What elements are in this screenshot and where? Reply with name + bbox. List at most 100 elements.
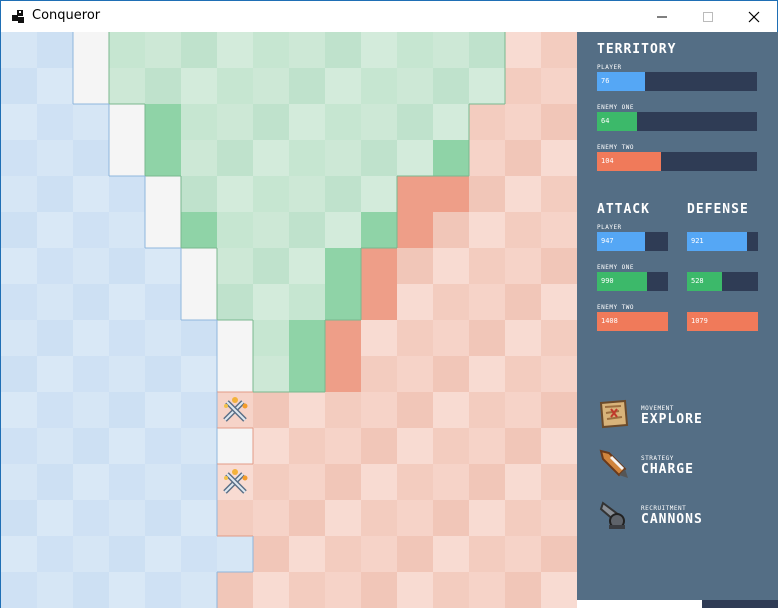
board-cell[interactable]: [37, 68, 73, 104]
board-cell[interactable]: [109, 176, 145, 212]
board-cell[interactable]: [541, 248, 577, 284]
board-cell[interactable]: [145, 176, 181, 212]
board-cell[interactable]: [469, 428, 505, 464]
board-cell[interactable]: [109, 320, 145, 356]
board-cell[interactable]: [541, 392, 577, 428]
board-cell[interactable]: [37, 176, 73, 212]
board-cell[interactable]: [37, 212, 73, 248]
board-cell[interactable]: [289, 32, 325, 68]
board-cell[interactable]: [325, 320, 361, 356]
board-cell[interactable]: [361, 212, 397, 248]
board-cell[interactable]: [289, 392, 325, 428]
board-cell[interactable]: [289, 500, 325, 536]
board-cell[interactable]: [505, 536, 541, 572]
board-cell[interactable]: [469, 68, 505, 104]
board-cell[interactable]: [325, 500, 361, 536]
board-cell[interactable]: [289, 68, 325, 104]
board-cell[interactable]: [145, 572, 181, 608]
board-cell[interactable]: [289, 176, 325, 212]
board-cell[interactable]: [325, 140, 361, 176]
board-cell[interactable]: [109, 32, 145, 68]
board-cell[interactable]: [433, 536, 469, 572]
board-cell[interactable]: [289, 140, 325, 176]
board-cell[interactable]: [397, 572, 433, 608]
board-cell[interactable]: [181, 104, 217, 140]
board-cell[interactable]: [145, 140, 181, 176]
board-cell[interactable]: [469, 536, 505, 572]
board-cell[interactable]: [1, 32, 37, 68]
board-cell[interactable]: [109, 428, 145, 464]
board-cell[interactable]: [397, 428, 433, 464]
board-cell[interactable]: [181, 572, 217, 608]
board-cell[interactable]: [37, 572, 73, 608]
board-cell[interactable]: [109, 284, 145, 320]
board-cell[interactable]: [37, 536, 73, 572]
board-cell[interactable]: [253, 536, 289, 572]
board-cell[interactable]: [397, 464, 433, 500]
board-cell[interactable]: [181, 176, 217, 212]
board-cell[interactable]: [361, 248, 397, 284]
board-cell[interactable]: [433, 428, 469, 464]
board-cell[interactable]: [325, 428, 361, 464]
board-cell[interactable]: [217, 320, 253, 356]
board-cell[interactable]: [505, 176, 541, 212]
board-cell[interactable]: [253, 140, 289, 176]
board-cell[interactable]: [1, 500, 37, 536]
board-cell[interactable]: [541, 356, 577, 392]
board-cell[interactable]: [253, 248, 289, 284]
board-cell[interactable]: [73, 140, 109, 176]
board-cell[interactable]: [181, 68, 217, 104]
crossed-swords-icon[interactable]: [223, 397, 248, 422]
board-cell[interactable]: [397, 68, 433, 104]
board-cell[interactable]: [217, 284, 253, 320]
board-cell[interactable]: [289, 536, 325, 572]
board-cell[interactable]: [253, 320, 289, 356]
board-cell[interactable]: [1, 428, 37, 464]
board-cell[interactable]: [181, 428, 217, 464]
board-cell[interactable]: [361, 320, 397, 356]
board-cell[interactable]: [397, 32, 433, 68]
board-cell[interactable]: [253, 392, 289, 428]
board-cell[interactable]: [217, 428, 253, 464]
game-board[interactable]: [1, 32, 577, 608]
board-cell[interactable]: [1, 284, 37, 320]
board-cell[interactable]: [253, 500, 289, 536]
board-cell[interactable]: [325, 212, 361, 248]
board-cell[interactable]: [325, 248, 361, 284]
board-cell[interactable]: [181, 212, 217, 248]
board-cell[interactable]: [145, 248, 181, 284]
board-cell[interactable]: [289, 248, 325, 284]
board-cell[interactable]: [505, 104, 541, 140]
board-cell[interactable]: [253, 464, 289, 500]
board-cell[interactable]: [469, 320, 505, 356]
board-cell[interactable]: [433, 500, 469, 536]
board-cell[interactable]: [73, 464, 109, 500]
title-bar[interactable]: Conqueror: [1, 1, 777, 32]
board-cell[interactable]: [181, 284, 217, 320]
board-cell[interactable]: [361, 176, 397, 212]
board-cell[interactable]: [181, 464, 217, 500]
board-cell[interactable]: [109, 104, 145, 140]
board-cell[interactable]: [217, 176, 253, 212]
board-cell[interactable]: [145, 284, 181, 320]
board-cell[interactable]: [397, 320, 433, 356]
board-cell[interactable]: [1, 140, 37, 176]
board-cell[interactable]: [505, 284, 541, 320]
board-cell[interactable]: [289, 320, 325, 356]
board-cell[interactable]: [505, 140, 541, 176]
board-cell[interactable]: [397, 392, 433, 428]
board-cell[interactable]: [541, 284, 577, 320]
board-cell[interactable]: [397, 536, 433, 572]
board-cell[interactable]: [361, 284, 397, 320]
board-cell[interactable]: [505, 572, 541, 608]
board-cell[interactable]: [217, 140, 253, 176]
board-cell[interactable]: [325, 392, 361, 428]
board-cell[interactable]: [505, 212, 541, 248]
board-cell[interactable]: [433, 212, 469, 248]
board-cell[interactable]: [145, 320, 181, 356]
board-cell[interactable]: [469, 176, 505, 212]
board-cell[interactable]: [361, 32, 397, 68]
board-cell[interactable]: [433, 572, 469, 608]
board-cell[interactable]: [253, 212, 289, 248]
board-cell[interactable]: [253, 32, 289, 68]
